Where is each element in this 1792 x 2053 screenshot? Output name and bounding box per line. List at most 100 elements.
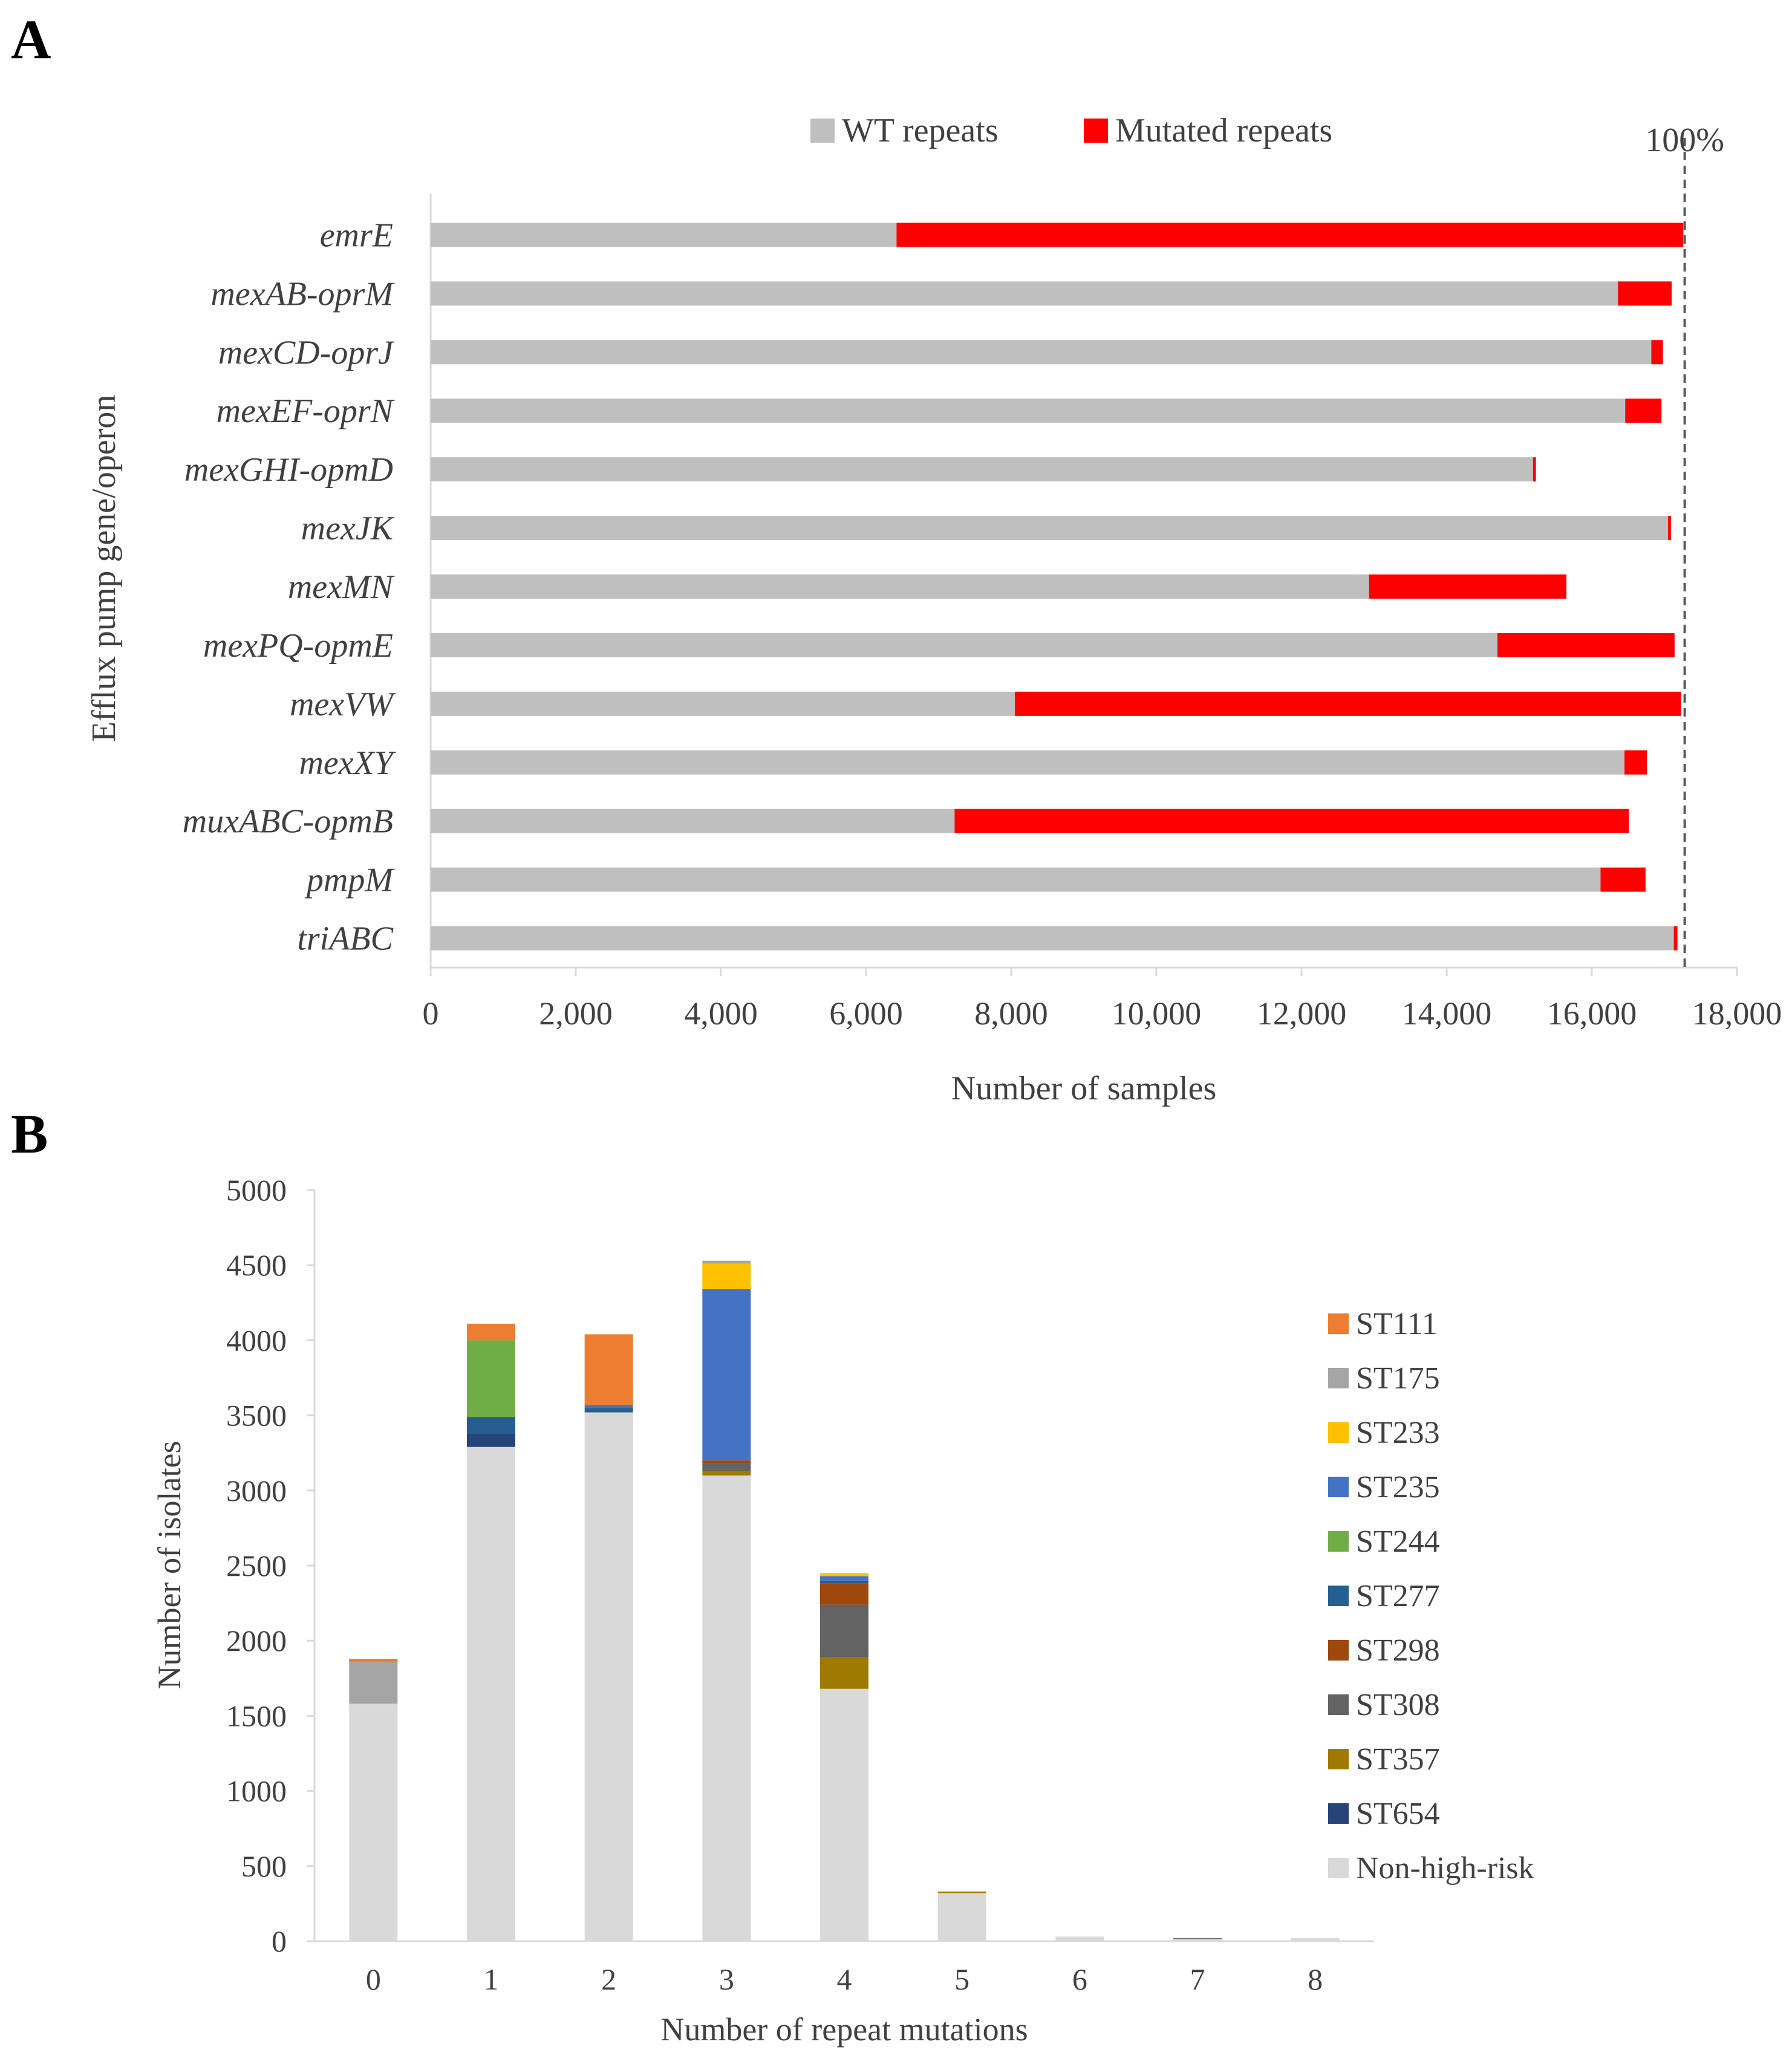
- bar-non-high-risk-mutations-4: [820, 1688, 868, 1941]
- bar-st277-mutations-1: [467, 1417, 515, 1434]
- b-x-axis-title: Number of repeat mutations: [660, 2011, 1028, 2048]
- bar-non-high-risk-mutations-7: [1173, 1939, 1222, 1941]
- legend-label-st298: ST298: [1356, 1633, 1440, 1668]
- b-x-tick-label-8: 8: [1308, 1962, 1323, 1996]
- legend-label-non-high-risk: Non-high-risk: [1356, 1851, 1534, 1885]
- legend-label-st175: ST175: [1356, 1361, 1440, 1396]
- bar-mutated-repeats-mexpq-opme: [1497, 633, 1675, 657]
- reference-line-label: 100%: [1645, 122, 1724, 159]
- bar-st111-mutations-0: [349, 1659, 398, 1662]
- bar-wt-repeats-muxabc-opmb: [431, 809, 955, 833]
- category-label-mexab-oprm: mexAB-oprM: [210, 275, 395, 313]
- legend-swatch-st357: [1328, 1749, 1349, 1769]
- legend-label-st235: ST235: [1356, 1470, 1440, 1505]
- legend-swatch-st111: [1328, 1313, 1349, 1334]
- bar-mutated-repeats-mexef-oprn: [1625, 399, 1662, 423]
- legend-swatch-st308: [1328, 1694, 1349, 1715]
- legend-label-st277: ST277: [1356, 1579, 1440, 1613]
- bar-wt-repeats-mexjk: [431, 516, 1668, 541]
- b-x-tick-label-4: 4: [837, 1962, 852, 1996]
- b-y-tick-label: 5000: [226, 1173, 287, 1207]
- category-label-mexxy: mexXY: [299, 744, 396, 782]
- bar-wt-repeats-mexcd-oprj: [431, 340, 1652, 365]
- x-tick-label: 14,000: [1402, 995, 1492, 1032]
- bar-mutated-repeats-mexjk: [1668, 516, 1671, 541]
- b-x-tick-label-1: 1: [484, 1962, 499, 1996]
- bar-mutated-repeats-mexvw: [1015, 691, 1681, 716]
- panel-a-chart: 0 2,000 4,000 6,000 8,000 10,000 12,000 14,000 1…: [85, 112, 1782, 1107]
- x-axis-title: Number of samples: [951, 1070, 1217, 1107]
- b-y-tick-label: 4000: [226, 1323, 287, 1357]
- bar-st298-mutations-4: [820, 1583, 868, 1605]
- legend-label-st111: ST111: [1356, 1307, 1438, 1341]
- bar-st235-mutations-3: [702, 1289, 751, 1461]
- b-y-axis-title: Number of isolates: [151, 1441, 187, 1690]
- bar-mutated-repeats-mexghi-opmd: [1533, 457, 1536, 482]
- bar-st308-mutations-3: [702, 1463, 751, 1471]
- bar-st308-mutations-7: [1173, 1938, 1222, 1939]
- category-label-mexef-oprn: mexEF-oprN: [217, 392, 395, 430]
- category-label-mexjk: mexJK: [301, 510, 395, 547]
- legend-swatch-st235: [1328, 1477, 1349, 1497]
- bar-st233-mutations-4: [820, 1573, 868, 1576]
- panel-label-b: B: [11, 1103, 48, 1165]
- b-y-tick-label: 2500: [226, 1549, 287, 1583]
- bar-mutated-repeats-triabc: [1673, 926, 1678, 951]
- category-label-triabc: triABC: [297, 920, 393, 958]
- bar-mutated-repeats-pmpm: [1600, 867, 1646, 892]
- category-label-pmpm: pmpM: [304, 862, 395, 899]
- legend-swatch-st175: [1328, 1368, 1349, 1388]
- category-label-mexmn: mexMN: [288, 568, 395, 606]
- bar-st277-mutations-4: [820, 1580, 868, 1584]
- panel-b-chart: 0 500 1000 1500 2000 2500 3000 3500 4000 4500 5000…: [151, 1173, 1534, 2048]
- bar-non-high-risk-mutations-0: [349, 1703, 398, 1941]
- bar-non-high-risk-mutations-1: [467, 1446, 515, 1941]
- bar-st298-mutations-3: [702, 1460, 751, 1464]
- bar-non-high-risk-mutations-2: [584, 1412, 633, 1941]
- legend-label-st308: ST308: [1356, 1688, 1440, 1722]
- b-y-tick-label: 1500: [226, 1699, 287, 1733]
- bar-wt-repeats-triabc: [431, 926, 1674, 951]
- bar-st654-mutations-1: [467, 1433, 515, 1447]
- legend-label-st233: ST233: [1356, 1416, 1440, 1450]
- bar-non-high-risk-mutations-8: [1291, 1938, 1340, 1941]
- b-x-tick-label-2: 2: [601, 1962, 616, 1996]
- category-label-mexcd-oprj: mexCD-oprJ: [218, 334, 395, 371]
- legend-swatch-non-high-risk: [1328, 1858, 1349, 1878]
- bar-wt-repeats-mexef-oprn: [431, 399, 1626, 423]
- b-x-tick-label-5: 5: [954, 1962, 969, 1996]
- category-label-muxabc-opmb: muxABC-opmB: [183, 803, 393, 841]
- bar-mutated-repeats-mexmn: [1369, 574, 1566, 599]
- bar-st111-mutations-1: [467, 1324, 515, 1341]
- category-label-mexvw: mexVW: [290, 686, 396, 723]
- legend-swatch-st277: [1328, 1586, 1349, 1606]
- legend-label-mutated-repeats: Mutated repeats: [1115, 112, 1332, 149]
- bar-non-high-risk-mutations-3: [702, 1475, 751, 1941]
- x-tick-label: 0: [423, 995, 439, 1032]
- category-label-emre: emrE: [320, 216, 393, 254]
- x-tick-label: 12,000: [1257, 995, 1347, 1032]
- bar-st111-mutations-2: [584, 1334, 633, 1405]
- b-y-tick-label: 0: [272, 1924, 287, 1958]
- bar-st233-mutations-3: [702, 1263, 751, 1289]
- panel-label-a: A: [11, 8, 51, 70]
- bar-wt-repeats-mexab-oprm: [431, 281, 1618, 306]
- bar-wt-repeats-mexvw: [431, 691, 1015, 716]
- y-axis-title: Efflux pump gene/operon: [85, 395, 123, 742]
- legend-swatch-mutated-repeats: [1084, 119, 1108, 143]
- b-x-tick-label-3: 3: [719, 1962, 734, 1996]
- category-label-mexpq-opme: mexPQ-opmE: [203, 627, 393, 665]
- bar-st235-mutations-2: [584, 1405, 633, 1408]
- b-y-tick-label: 3500: [226, 1399, 287, 1433]
- legend-swatch-st654: [1328, 1803, 1349, 1824]
- bar-st308-mutations-4: [820, 1604, 868, 1658]
- bar-wt-repeats-pmpm: [431, 867, 1601, 892]
- x-tick-label: 18,000: [1692, 995, 1782, 1032]
- b-y-tick-label: 4500: [226, 1248, 287, 1282]
- legend-swatch-st244: [1328, 1531, 1349, 1552]
- bar-wt-repeats-mexmn: [431, 574, 1369, 599]
- bar-st175-mutations-3: [702, 1260, 751, 1264]
- bar-wt-repeats-emre: [431, 223, 897, 247]
- bar-wt-repeats-mexghi-opmd: [431, 457, 1533, 482]
